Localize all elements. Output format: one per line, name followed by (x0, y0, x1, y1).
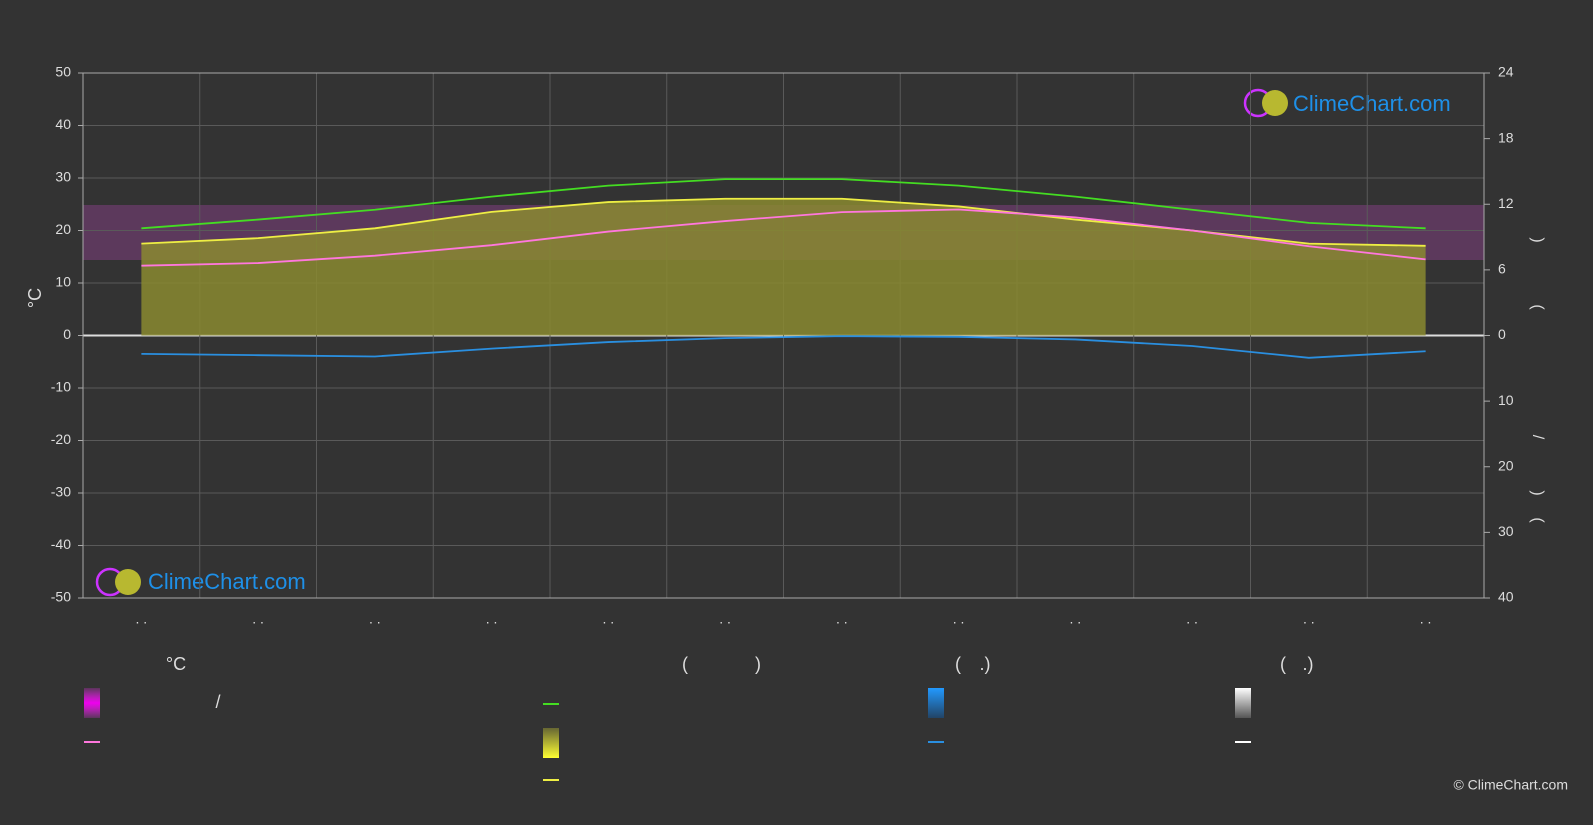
x-tick-label: . . (953, 611, 965, 627)
x-tick-label: . . (1186, 611, 1198, 627)
y-tick-label: -50 (51, 589, 71, 605)
y2-tick-label: 12 (1498, 195, 1514, 211)
x-tick-label: . . (1303, 611, 1315, 627)
y-tick-label: -30 (51, 484, 71, 500)
y-tick-label: 0 (63, 326, 71, 342)
y-tick-label: -10 (51, 379, 71, 395)
y3-tick-label: 20 (1498, 457, 1514, 473)
y2-axis-label: ( (1529, 517, 1546, 523)
y2-tick-label: 18 (1498, 129, 1514, 145)
y2-tick-label: 24 (1498, 64, 1514, 80)
legend-swatch (543, 728, 559, 758)
y-tick-label: 40 (55, 116, 71, 132)
x-tick-label: . . (1420, 611, 1432, 627)
y-tick-label: -40 (51, 536, 71, 552)
legend-label: ( (682, 654, 688, 674)
legend-swatch (84, 688, 100, 718)
y2-tick-label: 0 (1498, 326, 1506, 342)
series-line (141, 335, 1426, 359)
legend-swatch (928, 688, 944, 718)
y-tick-label: 20 (55, 221, 71, 237)
x-tick-label: . . (252, 611, 264, 627)
x-tick-label: . . (836, 611, 848, 627)
y2-axis-label: / (1529, 435, 1546, 440)
legend-swatch (1235, 688, 1251, 718)
y3-tick-label: 10 (1498, 392, 1514, 408)
x-tick-label: . . (1070, 611, 1082, 627)
copyright: © ClimeChart.com (1453, 777, 1568, 793)
x-tick-label: . . (719, 611, 731, 627)
logo-icon (1262, 90, 1288, 116)
y-axis-label: °C (25, 288, 45, 308)
logo-icon (115, 569, 141, 595)
watermark: ClimeChart.com (1293, 91, 1451, 116)
y-tick-label: 30 (55, 169, 71, 185)
sunshine-area (141, 198, 1426, 336)
series-line (141, 208, 1426, 267)
legend-label: ) (755, 654, 761, 674)
x-tick-label: . . (486, 611, 498, 627)
legend-label: .) (980, 654, 991, 674)
legend-label: .) (1303, 654, 1314, 674)
y-tick-label: 50 (55, 64, 71, 80)
y2-axis-label: ) (1529, 490, 1546, 495)
legend-label: / (215, 692, 220, 712)
legend-label: ( (1280, 654, 1286, 674)
x-tick-label: . . (603, 611, 615, 627)
x-tick-label: . . (369, 611, 381, 627)
watermark: ClimeChart.com (148, 569, 306, 594)
series-line (141, 178, 1426, 230)
y-tick-label: -20 (51, 431, 71, 447)
y2-tick-label: 6 (1498, 261, 1506, 277)
x-tick-label: . . (136, 611, 148, 627)
y2-axis-label: ) (1529, 237, 1546, 242)
y-tick-label: 10 (55, 274, 71, 290)
y3-tick-label: 30 (1498, 523, 1514, 539)
y2-axis-label: ( (1529, 304, 1546, 310)
legend-label: °C (166, 654, 186, 674)
legend-label: ( (955, 654, 961, 674)
y3-tick-label: 40 (1498, 589, 1514, 605)
